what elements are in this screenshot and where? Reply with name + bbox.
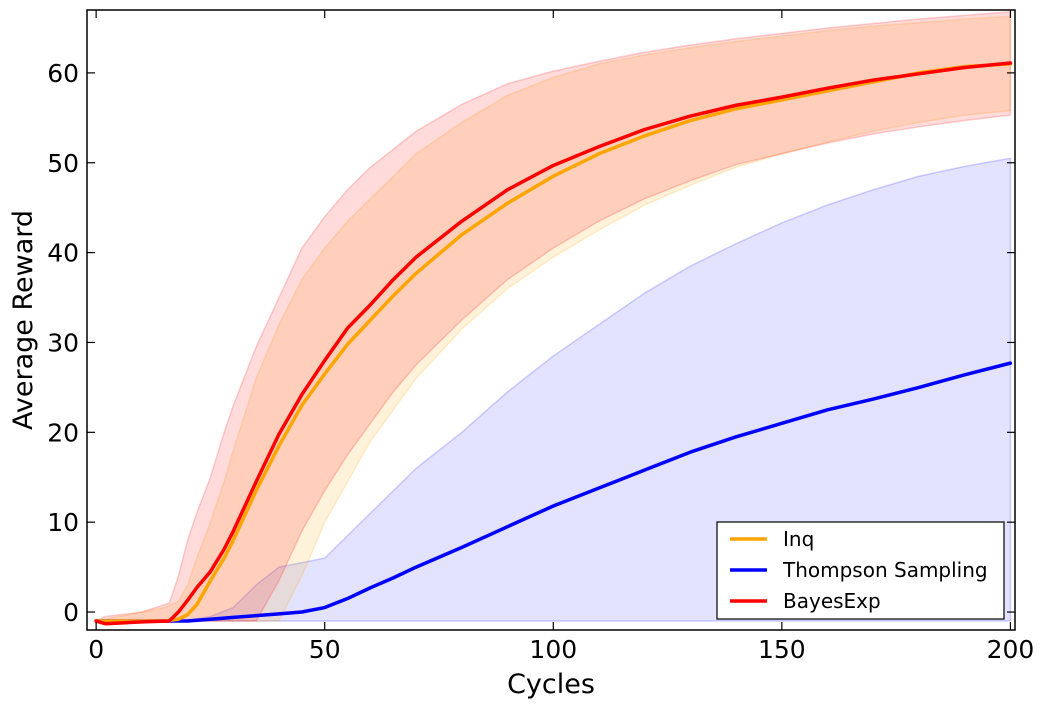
x-tick-label: 0	[88, 635, 104, 664]
legend: Inq Thompson Sampling BayesExp	[716, 521, 1005, 620]
axis-ticks	[87, 10, 1015, 630]
series-lines	[94, 61, 1013, 626]
y-tick-label: 60	[47, 59, 79, 88]
y-tick-label: 50	[47, 149, 79, 178]
y-tick-label: 10	[47, 508, 79, 537]
legend-label: BayesExp	[783, 589, 881, 613]
legend-label: Thompson Sampling	[782, 558, 988, 582]
line-inq	[94, 62, 1013, 623]
y-tick-labels: 0 10 20 30 40 50 60	[47, 59, 79, 627]
band-thompson-sampling	[96, 157, 1012, 622]
line-bayesexp	[94, 61, 1013, 626]
y-tick-label: 0	[63, 598, 79, 627]
x-tick-label: 50	[309, 635, 341, 664]
x-tick-label: 200	[987, 635, 1035, 664]
x-tick-label: 150	[758, 635, 806, 664]
x-tick-label: 100	[529, 635, 577, 664]
y-axis-label: Average Reward	[8, 210, 39, 430]
x-tick-labels: 0 50 100 150 200	[88, 635, 1034, 664]
x-axis-label: Cycles	[507, 669, 595, 700]
y-tick-label: 40	[47, 239, 79, 268]
y-tick-label: 20	[47, 418, 79, 447]
legend-label: Inq	[783, 527, 814, 551]
line-thompson-sampling	[94, 361, 1013, 623]
y-tick-label: 30	[47, 328, 79, 357]
plot-frame	[86, 9, 1016, 631]
